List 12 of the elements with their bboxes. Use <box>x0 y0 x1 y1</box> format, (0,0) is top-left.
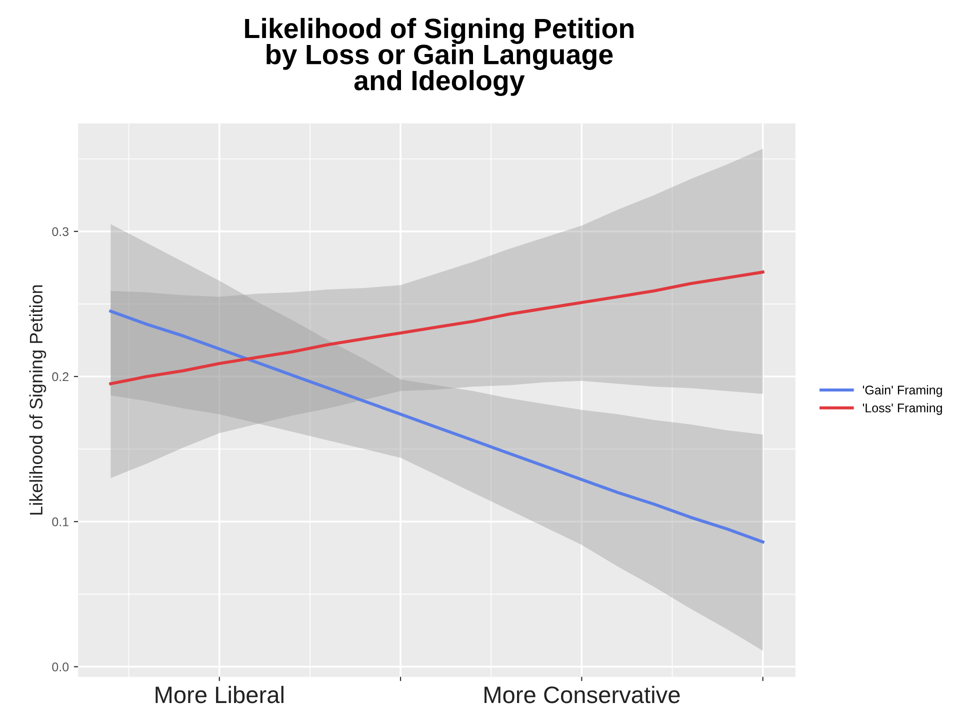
legend-label: 'Loss' Framing <box>862 403 942 415</box>
y-tick-label: 0.1 <box>52 517 68 526</box>
y-tick-label: 0.3 <box>52 227 69 236</box>
x-tick-label: More Conservative <box>484 686 680 704</box>
line-series <box>109 310 764 544</box>
y-tick-label: 0.2 <box>52 372 68 382</box>
y-axis-title: Likelihood of Signing Petition <box>29 285 46 515</box>
y-tick-label: 0.0 <box>52 662 69 672</box>
chart-title: Likelihood of Signing Petition by Loss or Gain Language and Ideology <box>245 18 634 96</box>
x-tick-label: More Liberal <box>156 686 284 704</box>
legend-label: 'Gain' Framing <box>862 385 942 397</box>
line-series <box>109 270 764 386</box>
